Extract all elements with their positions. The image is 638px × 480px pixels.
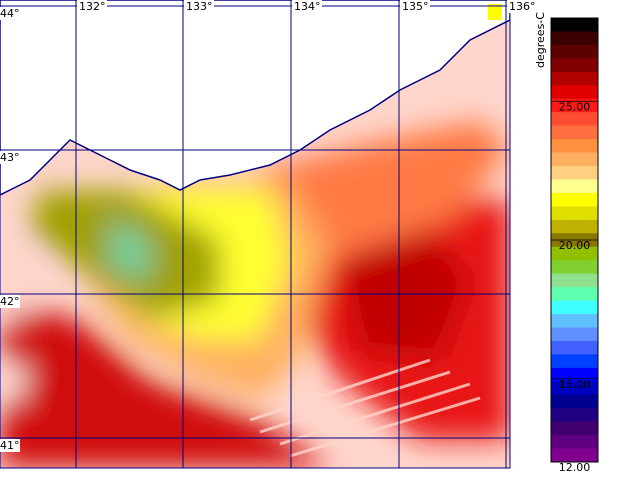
colorbar-swatch [551,18,598,32]
label-bg [77,0,107,13]
lon-label: 133° [186,0,213,13]
colorbar-swatch [551,314,598,328]
colorbar-swatch [551,85,598,100]
coastal-warm-patch [488,4,502,20]
lon-label: 132° [79,0,106,13]
temperature-field [0,120,510,468]
colorbar-swatch [551,381,598,396]
colorbar-swatch [551,327,598,342]
colorbar-swatch [551,166,598,180]
sst-map [0,0,510,468]
graticule-labels: 132° 133° 134° 135° 136° 44° 43° 42° 41° [0,0,537,452]
label-bg [0,439,20,452]
lat-label: 44° [0,7,20,20]
colorbar-swatch [551,139,598,154]
colorbar-label: degrees-C [534,12,547,68]
colorbar-swatch [551,354,598,369]
colorbar-swatch [551,287,598,302]
colorbar-swatch [551,408,598,423]
label-bg [400,0,430,13]
colorbar-swatch [551,394,598,409]
lat-label: 43° [0,151,20,164]
colorbar-tick-label: 25.00 [559,100,591,113]
colorbar-swatch [551,448,598,463]
colorbar-swatch [551,152,598,167]
colorbar-swatch [551,219,598,234]
colorbar-swatch [551,300,598,315]
lat-label: 42° [0,295,20,308]
label-bg [507,0,537,13]
colorbar-swatch [551,435,598,450]
colorbar-swatch [551,125,598,140]
colorbar-tick-label: 28.00 [559,17,591,30]
colorbar-swatch [551,260,598,275]
label-bg [0,295,20,308]
label-bg [0,7,20,20]
colorbar-swatch [551,98,598,113]
colorbar-swatch [551,44,598,59]
colorbar-swatch [551,367,598,382]
colorbar-swatch [551,273,598,288]
colorbar-swatch [551,421,598,436]
colorbar-tick-label: 12.00 [559,461,591,474]
colorbar-swatch [551,112,598,127]
colorbar-swatch [551,179,598,194]
colorbar-swatch [551,192,598,207]
colorbar-swatch [551,206,598,221]
colorbar-swatch [551,58,598,73]
label-bg [292,0,322,13]
colorbar-swatch [551,31,598,46]
lon-label: 134° [294,0,321,13]
lon-label: 135° [402,0,429,13]
map-frame [0,0,511,469]
swath-gaps [249,358,481,458]
graticule [0,0,510,468]
lon-label: 136° [509,0,536,13]
colorbar-tick-label: 20.00 [559,239,591,252]
colorbar-tick-label: 15.00 [559,378,591,391]
label-bg [0,151,20,164]
label-bg [184,0,214,13]
lat-label: 41° [0,439,20,452]
colorbar-swatch [551,246,598,261]
colorbar-swatch [551,71,598,86]
colorbar-swatch [551,340,598,355]
land [0,0,510,196]
colorbar: 28.00 25.00 20.00 15.00 12.00 [550,17,599,474]
